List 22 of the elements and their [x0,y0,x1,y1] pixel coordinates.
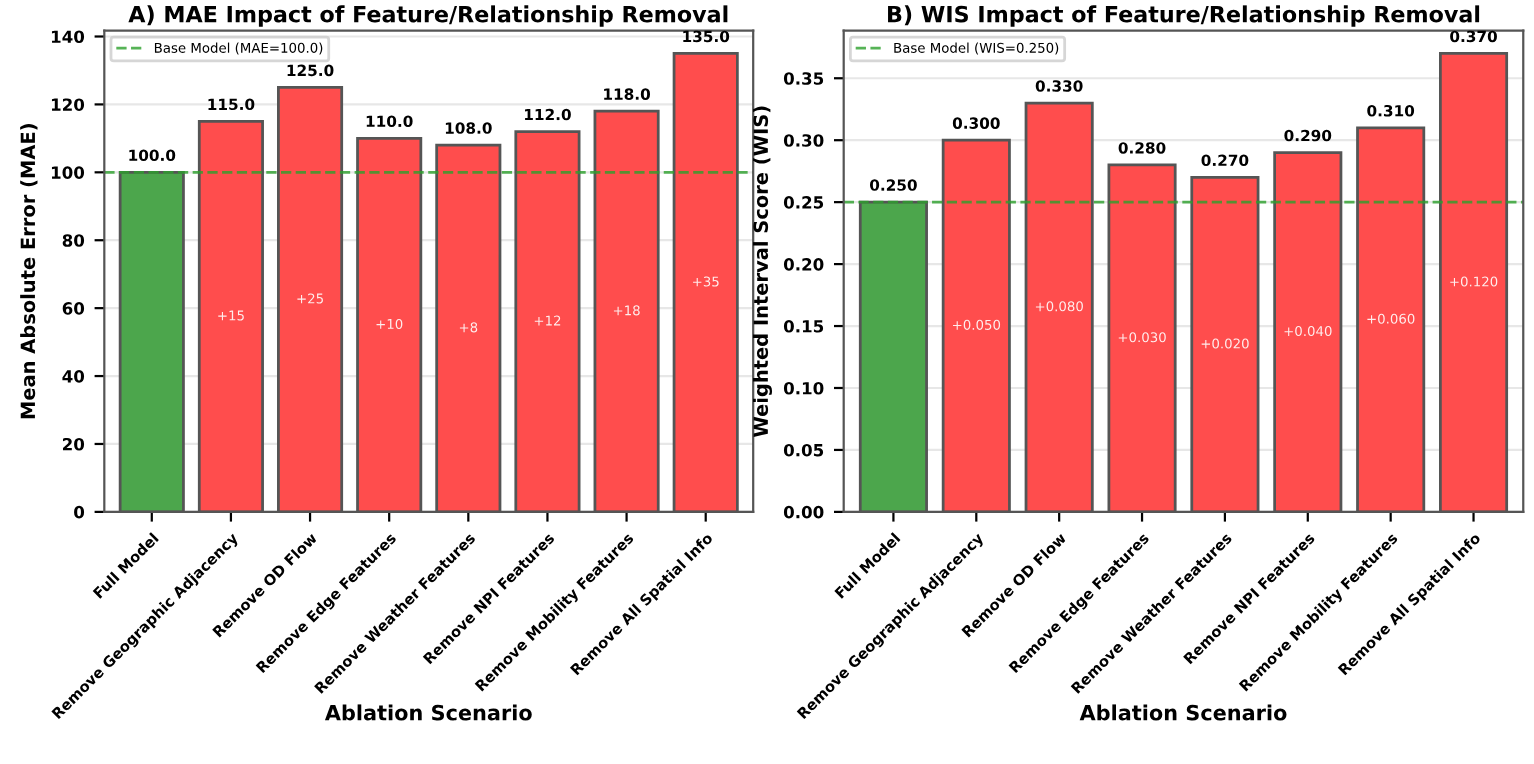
y-tick-label: 0.10 [783,381,824,395]
y-tick-label: 40 [62,370,85,383]
y-tick-label: 0.20 [783,258,824,271]
y-tick-label: 140 [51,30,85,44]
x-axis-title: Ablation Scenario [324,704,532,721]
y-tick-label: 0.05 [783,443,824,457]
y-tick-label: 0.25 [783,196,824,209]
y-tick-label: 0.35 [783,72,824,85]
chart-title: A) MAE Impact of Feature/Relationship Removal [128,5,728,27]
chart-title: B) WIS Impact of Feature/Relationship Removal [888,5,1480,27]
y-tick-label: 0.00 [783,505,824,519]
x-axis-title: Ablation Scenario [1079,704,1287,721]
y-tick-label: 0.15 [783,320,824,333]
y-axis-title: Weighted Interval Score (WIS) [753,106,773,438]
y-tick-label: 100 [51,166,85,179]
y-tick-label: 120 [51,98,85,111]
y-tick-label: 60 [62,302,85,315]
y-tick-label: 80 [62,234,85,247]
y-tick-label: 0.30 [783,134,824,147]
y-axis-title: Mean Absolute Error (MAE) [20,124,38,419]
y-tick-label: 0 [74,505,85,519]
y-tick-label: 20 [62,437,85,451]
